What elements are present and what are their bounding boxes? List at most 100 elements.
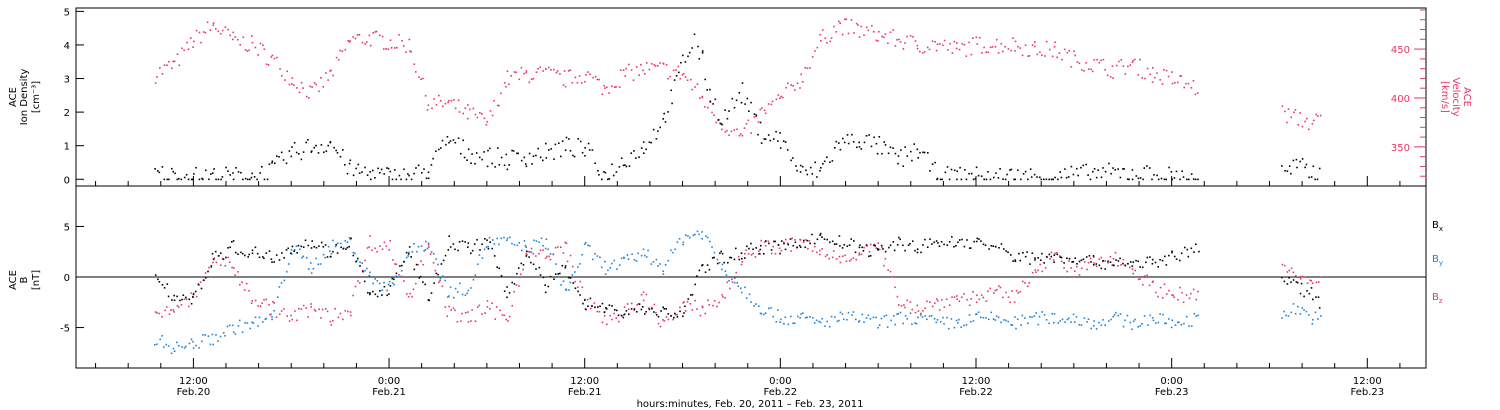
density-series-point [584, 155, 586, 157]
density-series-point [598, 174, 600, 176]
density-series-point [1100, 176, 1103, 179]
bx-series-point [1300, 282, 1303, 285]
by-series-point [1314, 311, 1317, 314]
by-series-point [731, 278, 733, 280]
bx-series-point [1093, 264, 1095, 266]
bx-series-point [424, 283, 426, 286]
bx-series-point [899, 238, 901, 241]
density-series-point [997, 177, 1000, 179]
density-series-point [622, 164, 625, 167]
density-series-point [796, 169, 798, 172]
density-series-point [577, 138, 579, 140]
bx-series-point [1034, 259, 1036, 261]
by-series-point [623, 257, 625, 259]
bz-series-point [204, 272, 207, 274]
bz-series-point [1142, 284, 1144, 286]
bx-series-point [633, 308, 636, 310]
velocity-series-point [785, 86, 787, 89]
by-series-point [378, 282, 381, 285]
by-series-point [305, 257, 308, 259]
by-series-point [909, 312, 912, 314]
bx-series-point [904, 249, 906, 252]
bx-series-point [287, 247, 289, 250]
density-series-point [1281, 165, 1283, 167]
bz-series-point [1060, 260, 1063, 263]
bx-series-point [765, 240, 767, 242]
density-series-point [801, 165, 804, 168]
bz-series-point [1087, 261, 1090, 264]
velocity-series-point [457, 99, 460, 102]
velocity-series-point [172, 60, 174, 63]
velocity-series-point [313, 82, 316, 84]
velocity-series-point [1063, 48, 1066, 51]
density-series-point [731, 97, 734, 100]
bx-series-point [265, 252, 268, 254]
density-series-point [448, 141, 450, 144]
bz-series-point [193, 292, 195, 295]
density-series-point [1054, 176, 1056, 179]
bx-series-point [564, 266, 567, 269]
density-series-point [753, 113, 756, 115]
by-series-point [374, 278, 376, 280]
bx-series-point [1117, 260, 1120, 262]
bx-series-point [892, 241, 895, 243]
velocity-series-point [322, 86, 324, 88]
bz-series-point [1073, 276, 1076, 278]
bz-series-point [342, 318, 344, 321]
bx-series-point [1000, 243, 1003, 245]
density-series-point [391, 178, 394, 181]
density-series-point [1070, 165, 1073, 168]
velocity-series-point [770, 103, 773, 106]
by-series-point [295, 245, 298, 248]
bz-series-point [868, 251, 871, 253]
bz-series-point [729, 287, 731, 290]
bz-series-point [611, 318, 613, 321]
bx-series-point [957, 241, 959, 244]
bx-series-point [251, 249, 254, 252]
bx-series-point [535, 268, 537, 270]
velocity-series-point [996, 38, 998, 41]
bz-series-point [780, 249, 783, 252]
time-tick-label: 0:00 [769, 376, 791, 387]
velocity-series-point [923, 50, 926, 53]
density-series-point [972, 178, 975, 181]
density-series-point [1179, 178, 1181, 181]
bz-series-point [764, 245, 767, 247]
bx-series-point [838, 235, 841, 237]
velocity-series-point [699, 97, 701, 99]
velocity-series-point [1104, 68, 1106, 71]
bx-series-point [254, 246, 257, 249]
density-series-point [795, 165, 797, 167]
by-series-point [768, 307, 770, 310]
bx-series-point [653, 311, 655, 313]
bx-series-point [508, 292, 511, 294]
density-series-point [717, 119, 719, 121]
bx-series-point [835, 243, 838, 245]
velocity-series-point [642, 69, 644, 72]
by-series-point [1035, 312, 1037, 314]
density-series-point [678, 71, 680, 74]
by-series-point [739, 287, 742, 290]
velocity-series-point [486, 120, 489, 123]
velocity-series-point [259, 42, 262, 45]
density-series-point [271, 162, 273, 164]
velocity-series-point [344, 48, 347, 51]
velocity-series-point [1106, 74, 1109, 77]
bx-series-point [525, 250, 528, 253]
bx-series-point [225, 256, 227, 259]
by-series-point [493, 243, 496, 245]
by-series-point [1195, 315, 1197, 317]
velocity-series-point [556, 70, 559, 72]
velocity-series-point [936, 43, 939, 45]
bz-series-point [819, 249, 821, 252]
by-series-point [875, 316, 877, 319]
bz-series-point [461, 312, 463, 315]
by-series-point [1164, 322, 1166, 325]
density-series-point [733, 106, 736, 109]
bx-series-point [310, 247, 313, 249]
velocity-series-point [830, 37, 833, 39]
velocity-series-point [806, 67, 809, 70]
by-series-point [806, 316, 808, 319]
velocity-series-point [1124, 73, 1127, 75]
by-series-point [238, 319, 241, 322]
